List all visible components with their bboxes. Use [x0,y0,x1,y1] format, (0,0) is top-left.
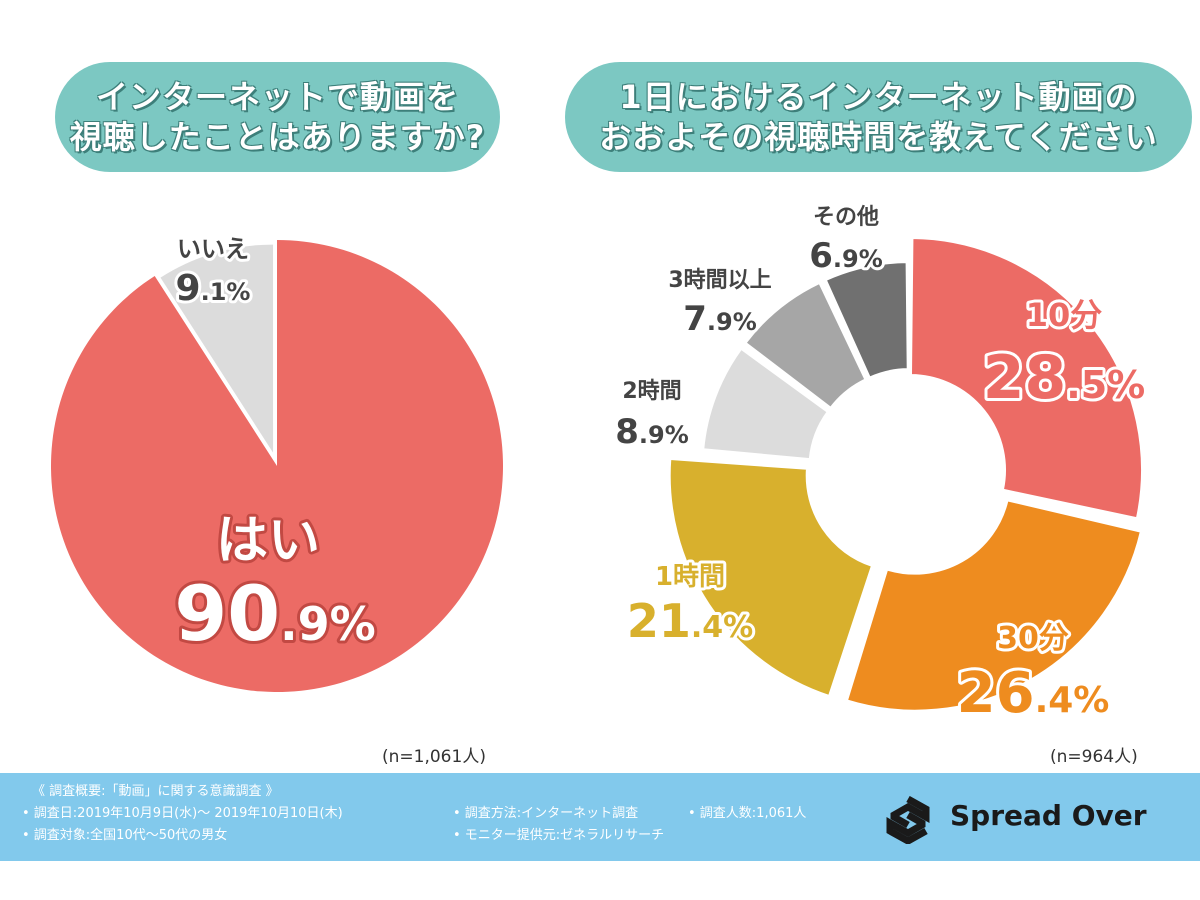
right-question-banner: 1日におけるインターネット動画の おおよその視聴時間を教えてください [565,62,1192,172]
donut-slice-30min [845,499,1143,712]
right-question-line2: おおよその視聴時間を教えてください [599,118,1158,156]
donut-label-1hour: 1時間 [655,562,725,592]
donut-label-3hours-plus: 3時間以上 [668,268,771,293]
donut-label-2hours: 2時間 [622,379,681,404]
spread-over-logo-text: Spread Over [950,799,1147,832]
right-question-line1: 1日におけるインターネット動画の [619,78,1138,116]
donut-label-30min: 30分 [997,621,1069,656]
donut-slice-2hours [702,347,830,461]
survey-heading: 《 調査概要:「動画」に関する意識調査 》 [32,784,279,799]
pie-slice-no [160,244,274,453]
pie-value-yes: 90.9% [174,569,375,658]
survey-method: • 調査方法:インターネット調査 [453,806,639,821]
pie-label-no: いいえ [177,235,249,263]
pie-value-no: 9.1% [176,268,251,309]
donut-value-30min: 26.4% [957,661,1110,726]
donut-slice-3hours-plus [744,281,867,410]
donut-value-1hour: 21.4% [627,594,753,648]
left-question-line1: インターネットで動画を [95,78,459,116]
right-sample-size: (n=964人) [1050,747,1138,767]
pie-slice-yes [51,240,504,692]
survey-footer: 《 調査概要:「動画」に関する意識調査 》 • 調査日:2019年10月9日(水… [0,773,1200,861]
donut-value-2hours: 8.9% [615,412,689,452]
left-sample-size: (n=1,061人) [382,747,486,767]
left-question-banner: インターネットで動画を 視聴したことはありますか? [55,62,500,172]
donut-slice-1hour [668,457,874,698]
survey-count: • 調査人数:1,061人 [688,806,807,821]
donut-value-other: 6.9% [809,236,883,276]
donut-value-3hours-plus: 7.9% [683,299,757,339]
donut-label-10min: 10分 [1026,296,1103,334]
pie-label-yes: はい [216,511,320,571]
survey-provider: • モニター提供元:ゼネラルリサーチ [453,828,665,843]
donut-value-10min: 28.5% [983,343,1145,413]
donut-label-other: その他 [813,205,879,230]
donut-slice-other [824,261,909,379]
donut-slice-10min [909,237,1143,520]
survey-date: • 調査日:2019年10月9日(水)〜 2019年10月10日(木) [22,806,343,821]
spread-over-logo-icon [886,796,930,844]
survey-target: • 調査対象:全国10代〜50代の男女 [22,828,228,843]
left-question-line2: 視聴したことはありますか? [69,118,486,156]
